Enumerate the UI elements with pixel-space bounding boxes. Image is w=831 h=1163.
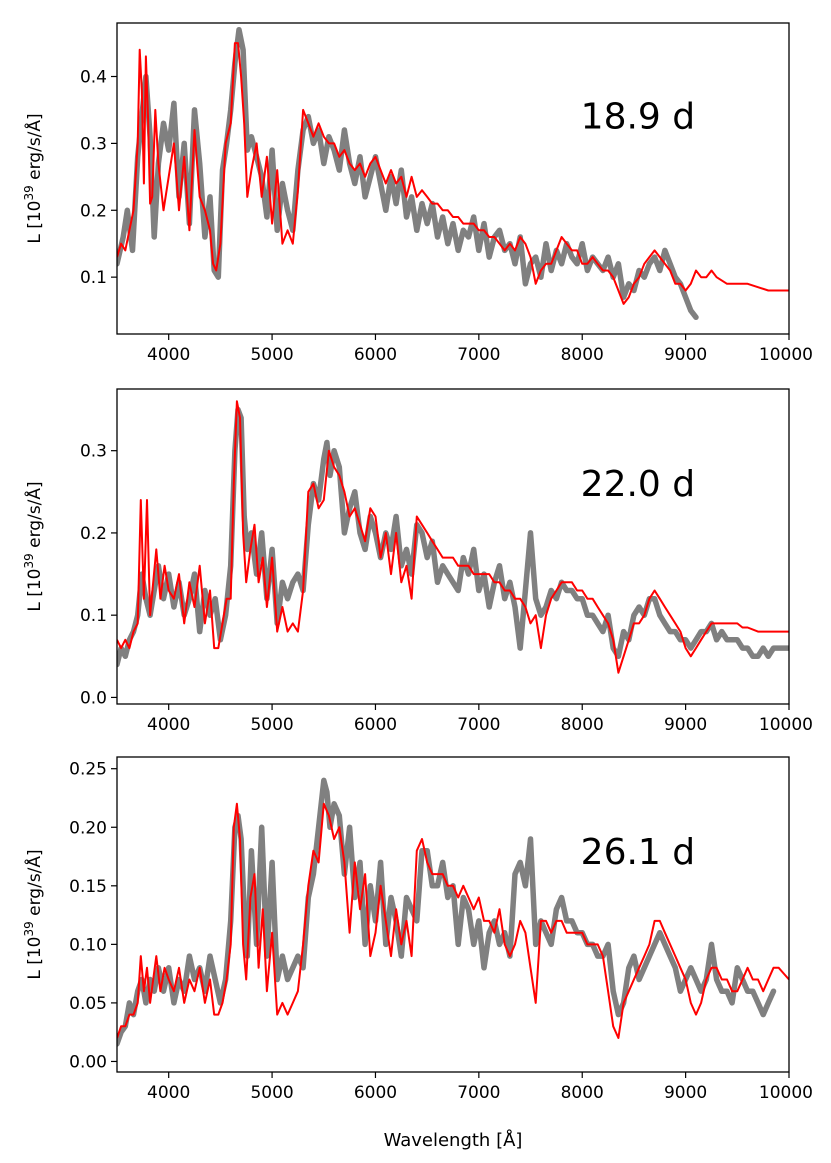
panel-3-epoch-label: 26.1 d: [581, 832, 695, 873]
panel-1-observed-line: [117, 26, 699, 321]
panel-1-model-line: [117, 42, 789, 305]
panel-2-x-tick-label: 4000: [147, 715, 190, 735]
panel-3-x-tick-label: 5000: [250, 1083, 293, 1103]
panel-1-x-tick-label: 9000: [664, 345, 707, 365]
panel-2: 4000 5000 6000 7000 8000 9000 10000 0.00.10.20…: [22, 388, 813, 735]
panel-2-x-tick-label: 5000: [250, 715, 293, 735]
panel-2-x-tick-label: 6000: [354, 715, 397, 735]
panel-1: 4000 5000 6000 7000 8000 9000 10000 0.10.20.30…: [22, 22, 813, 365]
panel-2-x-tick-label: 9000: [664, 715, 707, 735]
panel-1-model-series: [117, 42, 789, 305]
panel-3-y-axis-label: L [1039 erg/s/Å]: [22, 849, 45, 979]
panel-1-x-tick-label: 10000: [759, 345, 813, 365]
panel-2-x-ticks: 4000 5000 6000 7000 8000 9000 10000: [147, 704, 813, 735]
panel-3-x-tick-label: 10000: [759, 1083, 813, 1103]
panel-2-model-line: [117, 400, 789, 674]
panel-3-x-tick-label: 6000: [354, 1083, 397, 1103]
panel-1-y-tick-label: 0.1: [80, 268, 107, 288]
panel-3-x-tick-label: 9000: [664, 1083, 707, 1103]
panel-3-x-tick-label: 8000: [561, 1083, 604, 1103]
panel-3-observed-series: [117, 777, 777, 1047]
panel-3-x-tick-label: 7000: [457, 1083, 500, 1103]
panel-3-y-tick-label: 0.00: [69, 1052, 107, 1072]
panel-1-y-axis-label: L [1039 erg/s/Å]: [22, 113, 45, 243]
panel-1-x-tick-label: 7000: [457, 345, 500, 365]
panel-1-x-tick-label: 5000: [250, 345, 293, 365]
panel-2-y-tick-label: 0.3: [80, 442, 107, 462]
panel-1-x-ticks: 4000 5000 6000 7000 8000 9000 10000: [147, 334, 813, 365]
panel-3-frame: [116, 756, 790, 1073]
panel-2-y-tick-label: 0.2: [80, 524, 107, 544]
panel-3-y-tick-label: 0.05: [69, 994, 107, 1014]
panel-3-y-tick-label: 0.15: [69, 877, 107, 897]
panel-1-observed-series: [117, 26, 699, 321]
panel-1-plot: [117, 26, 789, 321]
panel-1-x-tick-label: 6000: [354, 345, 397, 365]
panel-2-y-axis-label: L [1039 erg/s/Å]: [22, 481, 45, 611]
panel-3-x-ticks: 4000 5000 6000 7000 8000 9000 10000: [147, 1072, 813, 1103]
panel-3-plot: [117, 777, 789, 1047]
panel-2-epoch-label: 22.0 d: [581, 464, 695, 505]
panel-1-frame: [116, 22, 790, 335]
panel-3-model-line: [117, 802, 789, 1039]
panel-1-y-tick-label: 0.3: [80, 134, 107, 154]
panel-2-x-tick-label: 8000: [561, 715, 604, 735]
panel-1-x-tick-label: 8000: [561, 345, 604, 365]
panel-3-y-ticks: 0.00 0.05 0.10 0.15 0.20 0.25: [69, 760, 117, 1072]
panel-1-epoch-label: 18.9 d: [581, 97, 695, 138]
panel-1-y-tick-label: 0.2: [80, 201, 107, 221]
panel-2-y-tick-label: 0.1: [80, 606, 107, 626]
panel-2-model-series: [117, 400, 789, 674]
panel-3-y-tick-label: 0.25: [69, 760, 107, 780]
panel-3: 4000 5000 6000 7000 8000 9000 10000 0.000.050.…: [22, 756, 813, 1103]
panel-3-y-tick-label: 0.10: [69, 935, 107, 955]
panel-1-y-tick-label: 0.4: [80, 68, 107, 88]
panel-3-y-tick-label: 0.20: [69, 818, 107, 838]
panel-1-y-ticks: 0.1 0.2 0.3 0.4: [80, 68, 117, 288]
x-axis-label: Wavelength [Å]: [384, 1129, 523, 1151]
panel-2-x-tick-label: 10000: [759, 715, 813, 735]
panel-1-x-tick-label: 4000: [147, 345, 190, 365]
panel-2-observed-series: [117, 406, 789, 668]
panel-3-model-series: [117, 802, 789, 1039]
panel-2-observed-line: [117, 406, 789, 668]
panel-2-y-tick-label: 0.0: [80, 688, 107, 708]
panel-2-frame: [116, 388, 790, 705]
panel-2-y-ticks: 0.0 0.1 0.2 0.3: [80, 442, 117, 708]
panel-3-x-tick-label: 4000: [147, 1083, 190, 1103]
panel-2-x-tick-label: 7000: [457, 715, 500, 735]
panel-3-observed-line: [117, 777, 777, 1047]
panel-2-plot: [117, 400, 789, 674]
